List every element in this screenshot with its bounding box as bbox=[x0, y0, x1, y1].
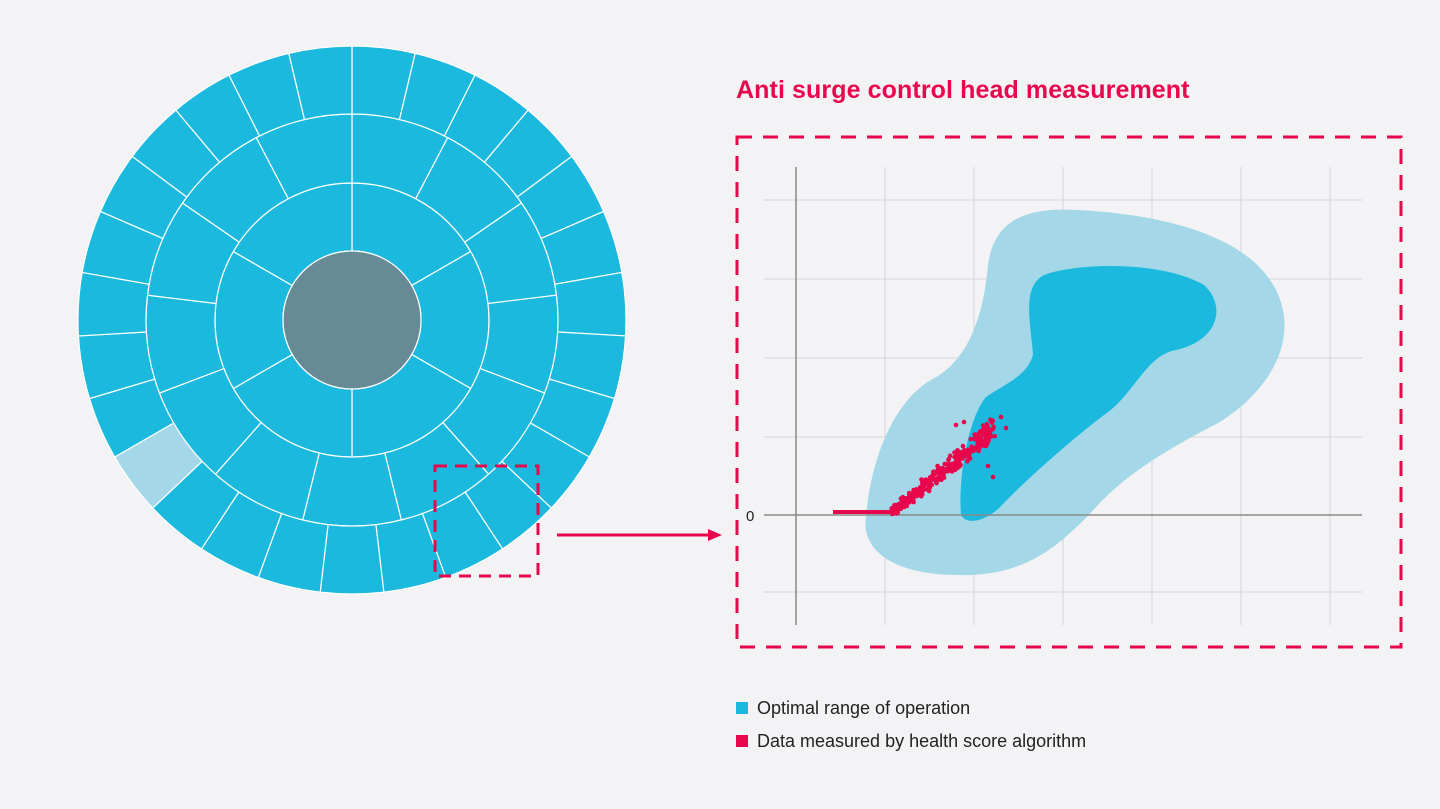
optimal-range-inner bbox=[960, 265, 1217, 521]
data-point bbox=[894, 511, 899, 516]
data-point bbox=[980, 429, 986, 434]
legend-item-measured: Data measured by health score algorithm bbox=[736, 730, 1086, 752]
data-point bbox=[927, 476, 933, 481]
zoom-selection-box bbox=[433, 464, 540, 578]
data-point bbox=[961, 419, 967, 425]
data-point bbox=[934, 480, 939, 486]
data-point bbox=[988, 417, 993, 423]
legend: Optimal range of operation Data measured… bbox=[736, 697, 1086, 763]
data-point bbox=[975, 437, 981, 442]
chart-frame bbox=[735, 135, 1403, 649]
data-point bbox=[985, 424, 991, 430]
data-point bbox=[908, 496, 914, 502]
data-point bbox=[990, 474, 996, 480]
data-point bbox=[917, 485, 923, 490]
data-point bbox=[980, 432, 986, 438]
sunburst-segment bbox=[319, 523, 385, 595]
data-point bbox=[937, 473, 942, 478]
data-point bbox=[947, 462, 952, 468]
data-point bbox=[976, 431, 981, 437]
data-point bbox=[893, 502, 898, 508]
legend-label-optimal: Optimal range of operation bbox=[757, 697, 971, 718]
legend-swatch-optimal bbox=[736, 702, 748, 714]
data-point bbox=[965, 458, 970, 464]
data-point bbox=[968, 448, 973, 454]
data-point bbox=[913, 487, 919, 492]
data-point bbox=[992, 433, 998, 439]
sunburst-segment bbox=[554, 271, 627, 337]
data-point bbox=[957, 463, 963, 469]
legend-item-optimal: Optimal range of operation bbox=[736, 697, 1086, 719]
data-point bbox=[924, 481, 930, 486]
data-point bbox=[960, 443, 966, 449]
data-point bbox=[988, 427, 993, 433]
data-point bbox=[911, 489, 916, 495]
sunburst-segment bbox=[288, 45, 353, 121]
legend-swatch-measured bbox=[736, 735, 748, 747]
data-point bbox=[964, 451, 969, 456]
y-tick-label: 0 bbox=[746, 508, 754, 525]
data-point bbox=[986, 433, 992, 438]
data-point bbox=[975, 441, 980, 446]
data-point bbox=[937, 468, 943, 473]
data-point bbox=[985, 463, 991, 469]
data-point bbox=[945, 468, 950, 474]
data-point bbox=[946, 456, 952, 462]
chart-title: Anti surge control head measurement bbox=[736, 76, 1190, 104]
detail-chart: 0 bbox=[735, 135, 1403, 649]
data-point bbox=[1003, 425, 1009, 431]
sunburst-core bbox=[282, 250, 422, 390]
data-point bbox=[902, 496, 908, 502]
sunburst-chart bbox=[0, 0, 627, 595]
data-point bbox=[950, 461, 956, 467]
data-point bbox=[917, 489, 923, 494]
data-point bbox=[941, 467, 947, 473]
data-point bbox=[956, 453, 962, 459]
data-point bbox=[941, 475, 947, 480]
data-point bbox=[949, 469, 955, 474]
legend-label-measured: Data measured by health score algorithm bbox=[757, 730, 1087, 751]
data-point bbox=[898, 506, 904, 511]
data-point bbox=[892, 506, 897, 512]
data-point bbox=[954, 458, 959, 463]
data-point bbox=[918, 493, 924, 499]
sunburst-segment bbox=[301, 452, 403, 527]
data-point bbox=[973, 445, 979, 451]
data-point bbox=[931, 469, 936, 475]
data-point bbox=[921, 487, 927, 492]
data-point bbox=[920, 480, 925, 485]
data-point bbox=[906, 491, 912, 497]
connector-arrow bbox=[557, 529, 722, 541]
data-point bbox=[905, 500, 910, 505]
data-point bbox=[982, 439, 987, 444]
data-point bbox=[976, 448, 981, 454]
data-point bbox=[935, 463, 940, 469]
data-point bbox=[953, 422, 959, 428]
data-point bbox=[968, 436, 974, 442]
data-point bbox=[890, 511, 896, 516]
data-point bbox=[998, 414, 1004, 420]
measured-data-points bbox=[833, 414, 1009, 517]
data-point bbox=[925, 487, 931, 493]
